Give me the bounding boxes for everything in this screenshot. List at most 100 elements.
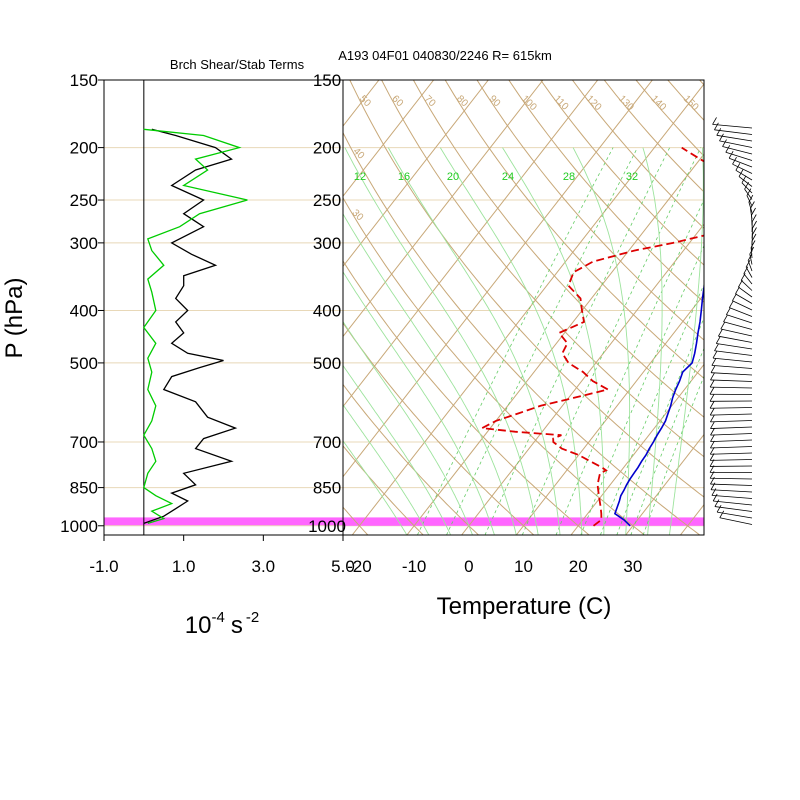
left-plot-area [104,80,343,535]
wind-barb-flag [716,128,722,136]
moist-adiabat-line [642,147,663,535]
wind-barb-flag [709,407,715,416]
wind-barb-flag [750,201,755,209]
moist-adiabat-line [343,440,408,535]
wind-barb-staff [738,286,753,298]
skewt-pressure-tick-label: 850 [313,479,341,498]
left-series-group [142,128,248,525]
wind-barb-flag [710,476,715,485]
wind-barb-staff [714,350,753,356]
wind-barb-staff [741,182,753,194]
moist-adiabat-line [572,147,631,535]
wind-barb-flag [715,336,721,344]
skewt-pressure-tick-labels: 150 200 250 300 400 500 700 850 1000 [308,71,346,536]
temperature-tick-label: 0 [464,557,473,576]
moist-adiabat-line [502,147,605,535]
wind-barb-flag [749,246,755,255]
pressure-axis-label: P (hPa) [1,278,28,359]
isotherm-line [343,80,653,478]
left-pressure-tick-label: 250 [70,191,98,210]
dry-adiabat-line [343,260,590,535]
mixing-ratio-label: 20 [447,171,459,183]
dry-adiabat-line [444,80,704,379]
wind-barb-staff [710,386,753,389]
dry-adiabat-line [381,80,704,458]
wind-barb-staff [714,129,753,135]
wind-barb-staff [719,517,753,525]
left-x-tick-label: 1.0 [172,557,196,576]
wind-barb-staff [732,163,753,174]
wind-barb-staff [710,379,753,382]
wind-barb-flag [709,387,715,395]
left-x-tick-label: 5.0 [331,557,355,576]
mixing-ratio-line [600,283,704,535]
dry-adiabat-line [343,131,701,535]
mixing-ratio-line [417,147,614,535]
highlight-band-rect [343,517,704,526]
mixing-ratio-line [580,244,704,535]
wind-barb-staff [710,372,753,376]
wind-barb-flag [709,447,715,455]
wind-barb-staff [710,439,753,443]
wind-barbs [709,117,757,525]
wind-barb-flag [726,307,731,315]
wind-barb-staff [716,134,753,142]
skewt-pressure-tick-label: 300 [313,234,341,253]
left-x-axis-label: 10-4 s -2 [185,609,259,639]
skewt-pressure-tick-label: 500 [313,354,341,373]
left-pressure-tick-labels: 150 200 250 300 400 500 700 850 1000 [60,71,104,536]
wind-barb-staff [716,343,753,350]
wind-barb-staff [732,300,753,311]
wind-barb-flag [712,117,717,125]
dry-adiabat-line [476,80,704,341]
wind-barb-flag [712,493,718,502]
wind-barb-flag [750,240,756,248]
isotherm-line [625,433,704,535]
mixing-ratio-labels: 12 16 20 24 28 32 [354,171,638,183]
wind-barb-staff [710,407,753,409]
dry-adiabat-line [343,444,424,535]
temperature-tick-label: -10 [402,557,427,576]
dry-adiabat-line [343,196,645,535]
skewt-pressure-tick-label: 1000 [308,517,346,536]
wind-barb-flag [722,139,727,147]
wind-barb-staff [710,477,753,480]
left-x-label-unit-exponent: -2 [246,609,259,626]
left-x-tick-labels: -1.0 1.0 3.0 5.0 [89,535,355,576]
moist-adiabat-line [343,320,474,535]
wind-barb-flag [720,321,726,330]
moist-adiabat-line [439,147,583,535]
left-pressure-tick-label: 150 [70,71,98,90]
wind-barb-flag [735,163,741,171]
left-pressure-tick-label: 200 [70,139,98,158]
left-x-tick-label: 3.0 [252,557,276,576]
wind-barb-flag [719,510,725,518]
moist-adiabat-line [343,212,517,535]
wind-barb-flag [745,259,751,268]
wind-barb-staff [718,335,753,343]
temperature-tick-label: 20 [569,557,588,576]
temperature-tick-label: -20 [347,557,372,576]
mixing-ratio-line [446,147,638,535]
wind-barb-flag [743,266,749,274]
dry-adiabat-line [508,80,704,303]
dry-adiabat-line [412,80,704,418]
left-highlight-band-rect [104,517,343,526]
wind-barb-staff [743,273,753,285]
wind-barb-flag [709,471,715,479]
wind-barb-flag [710,482,716,490]
wind-barb-staff [710,489,753,493]
wind-barb-flag [729,300,734,308]
left-panel-title: Brch Shear/Stab Terms [170,57,305,72]
wind-barb-flag [746,188,752,196]
wind-barb-flag [719,133,724,142]
skewt-pressure-tick-label: 150 [313,71,341,90]
wind-barb-staff [740,280,753,291]
wind-barb-staff [710,420,753,423]
wind-barb-flag [709,459,715,467]
wind-barb-staff [711,365,753,369]
left-series-green-line [142,128,248,525]
wind-barb-flag [718,328,723,337]
wind-barb-staff [744,188,753,200]
